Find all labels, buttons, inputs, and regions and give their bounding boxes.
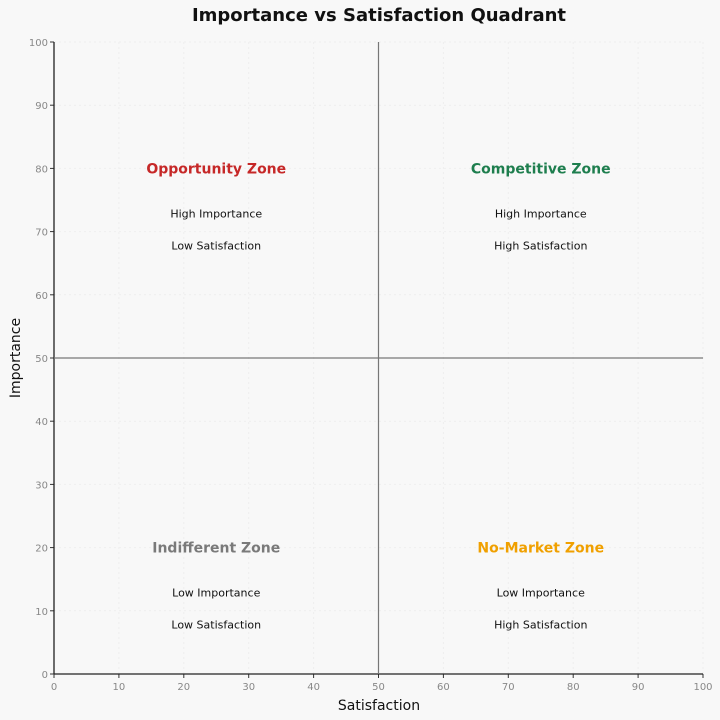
quadrant-line2: Low Satisfaction <box>171 619 261 632</box>
y-tick-label: 90 <box>35 101 48 112</box>
quadrant-title: Opportunity Zone <box>146 161 286 177</box>
x-axis-label: Satisfaction <box>338 698 420 714</box>
quadrant-line1: Low Importance <box>172 587 260 600</box>
x-tick-label: 10 <box>113 682 126 693</box>
y-tick-label: 50 <box>35 354 48 365</box>
y-axis-label: Importance <box>8 318 24 398</box>
chart-title: Importance vs Satisfaction Quadrant <box>192 5 566 26</box>
quadrant-line2: Low Satisfaction <box>171 239 261 252</box>
quadrant-line1: High Importance <box>170 207 262 220</box>
x-tick-label: 20 <box>177 682 190 693</box>
y-tick-label: 60 <box>35 291 48 302</box>
y-tick-label: 10 <box>35 607 48 618</box>
x-tick-label: 0 <box>51 682 57 693</box>
x-tick-label: 100 <box>693 682 712 693</box>
quadrant-line1: Low Importance <box>497 587 585 600</box>
y-tick-label: 20 <box>35 544 48 555</box>
quadrant-line1: High Importance <box>495 207 587 220</box>
quadrant-title: Competitive Zone <box>471 161 611 177</box>
y-tick-label: 0 <box>42 670 48 681</box>
y-tick-label: 80 <box>35 164 48 175</box>
x-tick-label: 30 <box>242 682 255 693</box>
x-tick-label: 60 <box>437 682 450 693</box>
quadrant-line2: High Satisfaction <box>494 239 587 252</box>
quadrant-title: Indifferent Zone <box>152 541 280 557</box>
x-tick-label: 90 <box>632 682 645 693</box>
y-tick-label: 30 <box>35 480 48 491</box>
y-tick-label: 70 <box>35 228 48 239</box>
y-tick-label: 100 <box>29 38 48 49</box>
y-tick-label: 40 <box>35 417 48 428</box>
x-tick-label: 40 <box>307 682 320 693</box>
x-tick-label: 70 <box>502 682 515 693</box>
quadrant-line2: High Satisfaction <box>494 619 587 632</box>
quadrant-title: No-Market Zone <box>477 541 604 557</box>
x-tick-label: 50 <box>372 682 385 693</box>
x-tick-label: 80 <box>567 682 580 693</box>
